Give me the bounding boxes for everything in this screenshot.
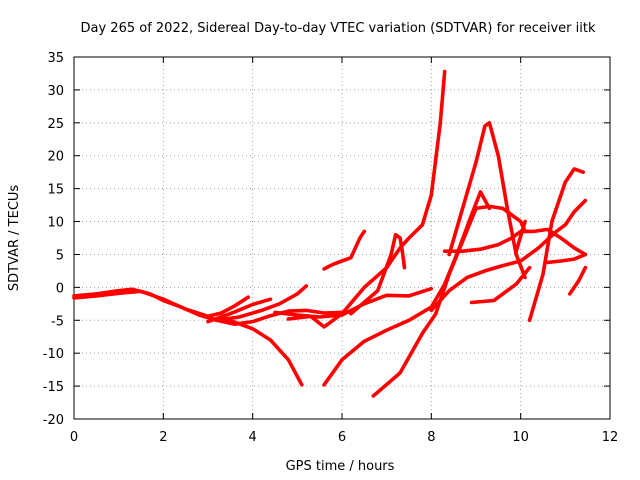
y-tick-label: -5	[51, 314, 64, 329]
series-arc-2	[72, 289, 250, 319]
x-tick-label: 6	[338, 430, 346, 445]
x-tick-label: 8	[427, 430, 435, 445]
x-tick-label: 2	[159, 430, 167, 445]
y-tick-label: 20	[47, 150, 64, 165]
series-arc-17	[527, 167, 586, 323]
series-arc-15	[469, 265, 532, 305]
series-arc-16	[514, 219, 527, 253]
series-arc-8	[322, 229, 367, 271]
y-tick-label: -20	[43, 413, 64, 428]
y-tick-label: 25	[47, 117, 64, 132]
y-tick-label: 30	[47, 84, 64, 99]
axis-ticks: 0 2 4 6 8 10 12 -20 -15 -10 -5 0 5 10 15 20 25 30 35	[43, 51, 619, 445]
x-tick-label: 4	[249, 430, 257, 445]
series-arc-13	[447, 121, 527, 280]
grid	[74, 57, 610, 419]
series-arc-5	[206, 297, 273, 324]
x-tick-label: 10	[512, 430, 529, 445]
x-tick-label: 0	[70, 430, 78, 445]
y-tick-label: -10	[43, 347, 64, 362]
y-tick-label: 0	[56, 281, 64, 296]
series-arc-7	[286, 69, 447, 329]
series-arc-4	[215, 317, 304, 387]
y-axis-label: SDTVAR / TECUs	[7, 185, 22, 292]
series-arc-19	[567, 265, 588, 296]
series-arc-18	[545, 252, 588, 265]
series-arc-12	[429, 198, 588, 313]
chart-title: Day 265 of 2022, Sidereal Day-to-day VTE…	[81, 21, 596, 36]
y-tick-label: 15	[47, 183, 64, 198]
y-tick-label: -15	[43, 380, 64, 395]
series-arc-10	[322, 190, 492, 387]
series-arc-9	[349, 232, 407, 316]
y-tick-label: 10	[47, 216, 64, 231]
data-series	[72, 69, 588, 398]
x-tick-label: 12	[602, 430, 619, 445]
x-axis-label: GPS time / hours	[286, 459, 395, 474]
y-tick-label: 35	[47, 51, 64, 66]
y-tick-label: 5	[56, 248, 64, 263]
